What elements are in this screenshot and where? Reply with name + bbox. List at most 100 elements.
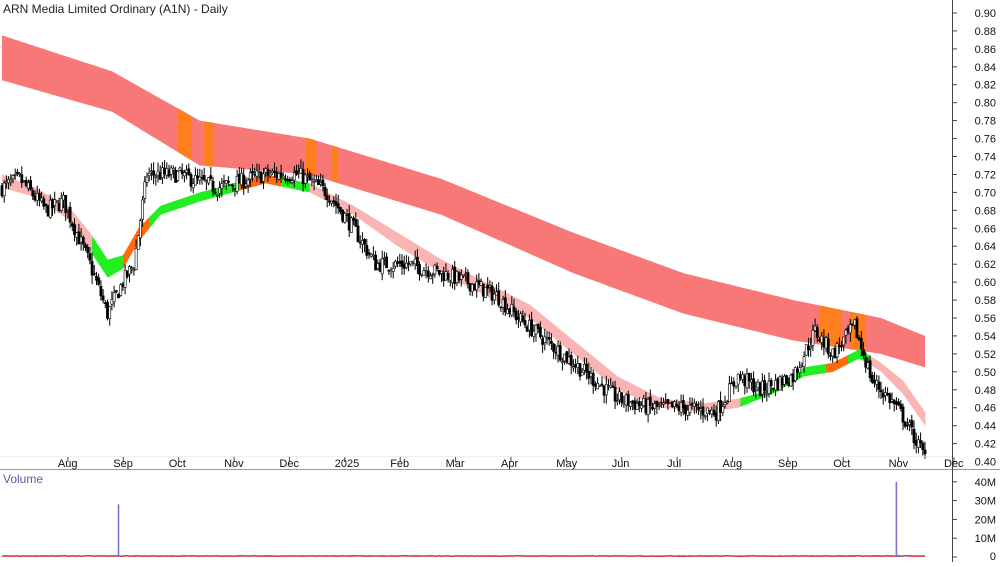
- candle-body: [792, 374, 794, 382]
- candle-body: [816, 327, 818, 337]
- candle-body: [882, 393, 884, 397]
- candle-body: [429, 276, 431, 279]
- candle-body: [1, 186, 3, 196]
- candle-body: [513, 307, 515, 312]
- x-tick-label: Feb: [390, 458, 409, 470]
- candle-body: [271, 171, 273, 173]
- candle-body: [216, 195, 218, 196]
- candle-body: [267, 169, 269, 175]
- candle-body: [71, 224, 73, 227]
- candle-body: [326, 196, 328, 200]
- y-tick-label: 0.88: [975, 26, 996, 38]
- candle-body: [54, 200, 56, 206]
- candle-body: [542, 339, 544, 345]
- candle-body: [43, 199, 45, 207]
- candle-body: [451, 269, 453, 283]
- candle-body: [625, 395, 627, 405]
- x-tick-label: Dec: [279, 458, 299, 470]
- candle-body: [851, 324, 853, 325]
- candle-body: [491, 286, 493, 300]
- candle-body: [342, 210, 344, 221]
- candle-body: [225, 181, 227, 184]
- candle-body: [728, 384, 730, 402]
- candle-body: [669, 402, 671, 403]
- candle-body: [89, 254, 91, 261]
- candle-body: [170, 168, 172, 174]
- candle-body: [544, 337, 546, 343]
- candle-body: [273, 171, 275, 173]
- candle-body: [45, 204, 47, 205]
- candle-body: [522, 316, 524, 321]
- y-tick-label: 0.48: [975, 385, 996, 397]
- chart-title: ARN Media Limited Ordinary (A1N) - Daily: [3, 2, 228, 16]
- candle-body: [902, 407, 904, 423]
- candle-body: [700, 409, 702, 411]
- candle-body: [629, 402, 631, 406]
- candle-body: [194, 175, 196, 185]
- candle-body: [414, 259, 416, 264]
- candle-body: [737, 374, 739, 384]
- candle-body: [502, 300, 504, 308]
- candle-body: [353, 218, 355, 220]
- y-tick-label: 0.64: [975, 241, 996, 253]
- candle-body: [836, 344, 838, 357]
- candle-body: [709, 410, 711, 411]
- candle-body: [102, 296, 104, 300]
- candle-body: [586, 364, 588, 372]
- candle-body: [605, 384, 607, 395]
- candle-body: [188, 169, 190, 175]
- candle-body: [592, 373, 594, 385]
- candle-body: [845, 330, 847, 335]
- candle-body: [618, 392, 620, 400]
- candle-body: [495, 292, 497, 295]
- candle-body: [168, 170, 170, 176]
- candle-body: [309, 173, 311, 180]
- candle-body: [84, 245, 86, 248]
- candle-body: [812, 330, 814, 345]
- candle-body: [386, 257, 388, 268]
- candle-body: [862, 350, 864, 356]
- candle-body: [564, 354, 566, 361]
- candle-body: [19, 174, 21, 175]
- candle-body: [597, 383, 599, 389]
- candle-body: [590, 373, 592, 376]
- candle-body: [289, 179, 291, 181]
- candle-body: [344, 214, 346, 223]
- candle-body: [177, 171, 179, 180]
- candle-body: [790, 375, 792, 386]
- candle-body: [807, 346, 809, 350]
- candle-body: [829, 355, 831, 356]
- candle-body: [80, 237, 82, 242]
- candle-body: [924, 450, 926, 454]
- candle-body: [515, 311, 517, 320]
- candle-body: [724, 403, 726, 405]
- y-tick-label: 0.62: [975, 259, 996, 271]
- candle-body: [445, 272, 447, 280]
- candle-body: [717, 402, 719, 421]
- y-tick-label: 0.74: [975, 152, 996, 164]
- candle-body: [324, 187, 326, 196]
- candle-body: [759, 383, 761, 397]
- candle-body: [524, 320, 526, 325]
- candle-body: [458, 273, 460, 281]
- candle-body: [772, 388, 774, 389]
- candle-body: [240, 173, 242, 185]
- candle-body: [122, 284, 124, 287]
- candle-body: [915, 440, 917, 445]
- volume-title: Volume: [3, 472, 43, 486]
- candle-body: [607, 386, 609, 387]
- x-tick-label: Jun: [612, 458, 630, 470]
- candle-body: [67, 210, 69, 211]
- candle-body: [594, 384, 596, 386]
- candle-body: [339, 207, 341, 212]
- candle-body: [388, 270, 390, 271]
- candle-body: [645, 399, 647, 413]
- candle-body: [720, 401, 722, 413]
- candle-body: [493, 294, 495, 300]
- candle-body: [47, 206, 49, 216]
- volume-y-tick-label: 0: [990, 551, 996, 562]
- candle-body: [243, 175, 245, 188]
- candle-body: [627, 394, 629, 405]
- candle-body: [843, 337, 845, 345]
